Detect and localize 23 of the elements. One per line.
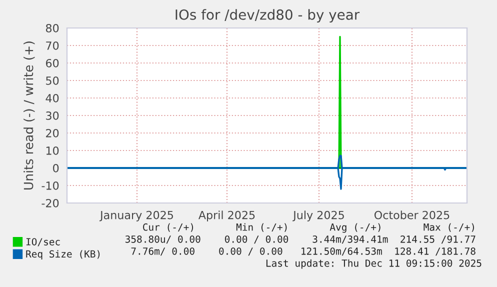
x-tick-label: October 2025 <box>374 210 450 220</box>
y-tick-label: 80 <box>46 24 59 32</box>
x-tick-label: July 2025 <box>292 210 344 222</box>
text: 358.80u/ 0.00 0.00 / 0.00 3.44m/394.41m 214.55 /91.77 <box>125 235 476 244</box>
text: Cur (-/+) Min (-/+) Avg (-/+) Max (-/+) <box>143 223 474 233</box>
text: Last update: Thu Dec 11 09:15:00 2025 <box>266 259 482 269</box>
y-axis-title: Units read (-) / write (+) <box>24 42 35 190</box>
y-tick-label: -20 <box>42 198 59 208</box>
legend-label: Req Size (KB) <box>26 250 100 260</box>
legend-label: IO/sec <box>26 238 60 246</box>
y-tick-label: 70 <box>46 41 59 50</box>
y-tick-label: 20 <box>46 128 59 138</box>
chart-title: IOs for /dev/zd80 - by year <box>176 9 360 23</box>
y-tick-label: 30 <box>46 111 59 120</box>
y-tick-label: 0 <box>53 164 59 172</box>
y-tick-label: 50 <box>46 76 59 85</box>
y-tick-label: 10 <box>46 146 59 155</box>
y-tick-label: -10 <box>42 181 59 190</box>
x-tick-label: January 2025 <box>99 210 173 222</box>
x-tick-label: April 2025 <box>198 210 255 222</box>
text: 7.76m/ 0.00 0.00 / 0.00 121.50m/64.53m 128.41 /181.78 <box>131 247 476 256</box>
y-tick-label: 40 <box>46 94 59 102</box>
y-tick-label: 60 <box>46 58 59 68</box>
